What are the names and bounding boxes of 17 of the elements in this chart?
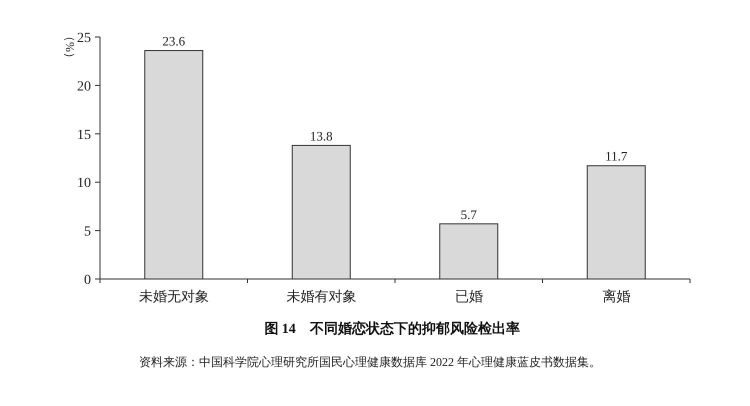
y-tick-label: 25 bbox=[77, 31, 91, 46]
data-label: 11.7 bbox=[605, 148, 628, 164]
data-label: 5.7 bbox=[460, 206, 478, 222]
x-tick-label: 已婚 bbox=[454, 289, 483, 305]
data-label: 23.6 bbox=[162, 34, 186, 49]
y-axis-title: （%） bbox=[63, 30, 77, 64]
y-tick-label: 20 bbox=[77, 79, 91, 94]
x-tick-label: 未婚有对象 bbox=[286, 289, 356, 305]
text: 图 14 不同婚恋状态下的抑郁风险检出率 bbox=[264, 320, 520, 337]
data-label: 13.8 bbox=[310, 128, 333, 144]
y-tick-label: 15 bbox=[77, 128, 91, 143]
x-tick-label: 离婚 bbox=[602, 289, 630, 305]
y-tick-label: 5 bbox=[84, 224, 91, 240]
x-tick-label: 未婚无对象 bbox=[138, 289, 209, 305]
y-tick-label: 0 bbox=[84, 273, 91, 288]
y-tick-label: 10 bbox=[77, 176, 91, 192]
text: 资料来源：中国科学院心理研究所国民心理健康数据库 2022 年心理健康蓝皮书数据集。 bbox=[139, 355, 601, 369]
